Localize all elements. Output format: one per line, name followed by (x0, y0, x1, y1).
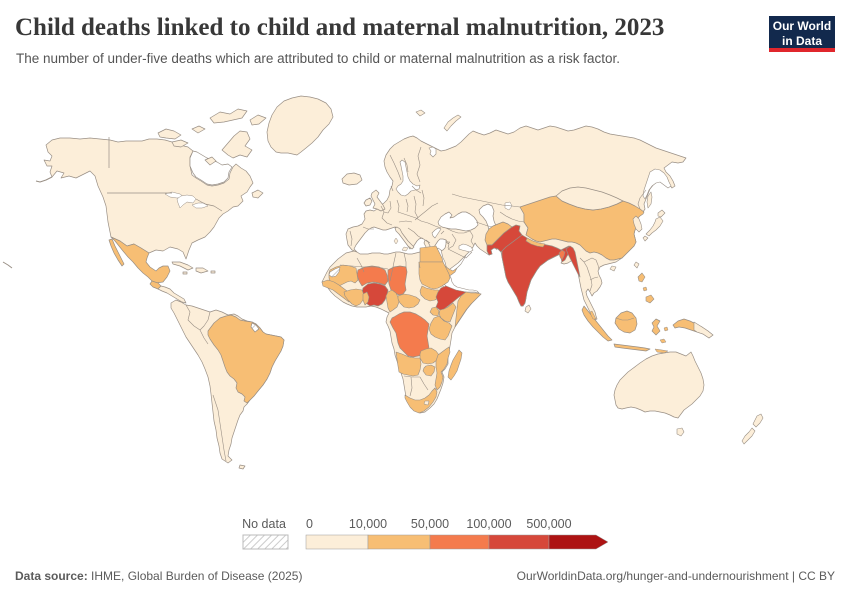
svg-text:100,000: 100,000 (466, 517, 511, 531)
svg-text:10,000: 10,000 (349, 517, 387, 531)
svg-text:500,000: 500,000 (526, 517, 571, 531)
svg-text:50,000: 50,000 (411, 517, 449, 531)
svg-text:0: 0 (306, 517, 313, 531)
svg-text:No data: No data (242, 517, 286, 531)
